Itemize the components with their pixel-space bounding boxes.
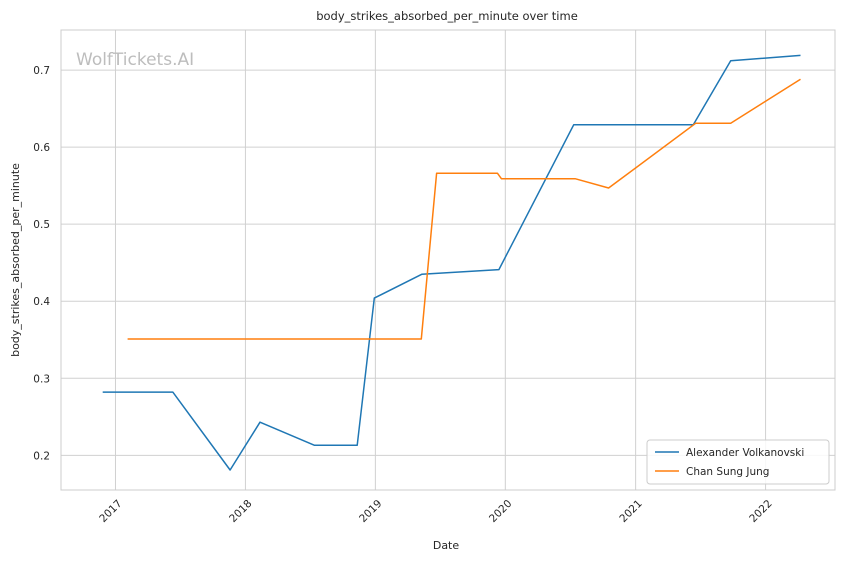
x-tick-label-0: 2017 <box>97 498 124 525</box>
legend-label-0: Alexander Volkanovski <box>686 447 804 459</box>
y-tick-label-5: 0.7 <box>33 65 50 77</box>
y-tick-label-4: 0.6 <box>33 142 50 154</box>
y-tick-label-3: 0.5 <box>33 219 50 231</box>
y-axis-label: body_strikes_absorbed_per_minute <box>9 163 22 357</box>
series-group <box>102 54 801 471</box>
x-tick-label-4: 2021 <box>617 498 644 525</box>
x-tick-label-3: 2020 <box>487 498 514 525</box>
y-tick-label-1: 0.3 <box>33 373 50 385</box>
chart-title: body_strikes_absorbed_per_minute over ti… <box>316 9 578 23</box>
grid <box>61 30 835 490</box>
legend-box <box>646 439 830 485</box>
x-tick-label-2: 2019 <box>357 498 384 525</box>
plot-frame <box>60 29 836 491</box>
legend-label-1: Chan Sung Jung <box>686 466 769 478</box>
x-axis-label: Date <box>433 539 460 552</box>
x-tick-label-1: 2018 <box>227 498 254 525</box>
series-line-1 <box>127 78 801 340</box>
y-tick-label-2: 0.4 <box>33 296 50 308</box>
series-line-0 <box>102 54 801 471</box>
watermark-text: WolfTickets.AI <box>76 50 194 70</box>
x-tick-label-5: 2022 <box>747 498 774 525</box>
y-tick-label-0: 0.2 <box>33 450 50 462</box>
legend: Alexander Volkanovski Chan Sung Jung <box>646 439 830 485</box>
